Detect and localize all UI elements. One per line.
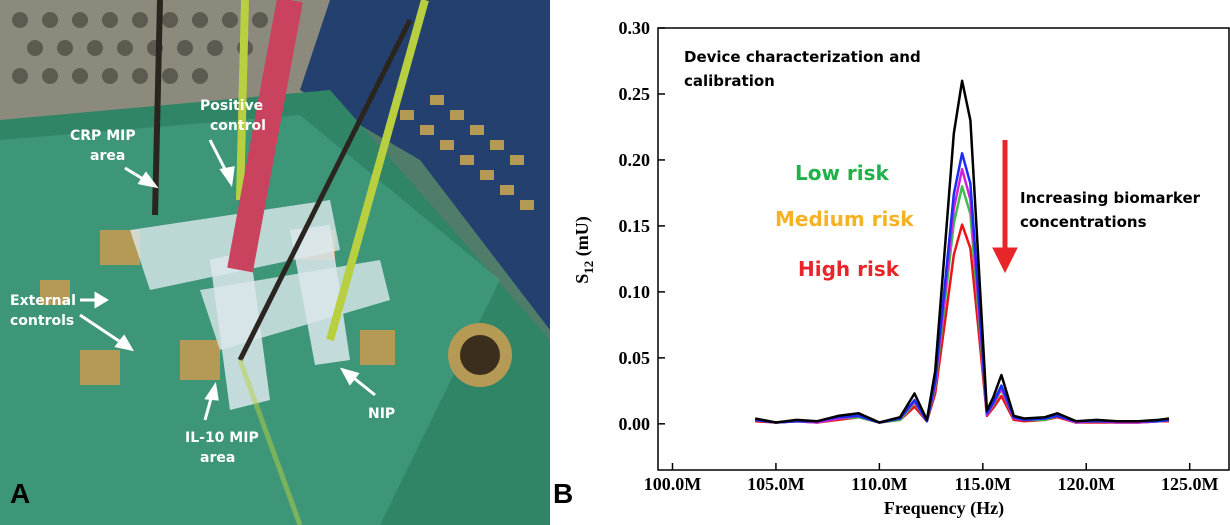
panel-label: B	[553, 478, 573, 509]
y-tick-label: 0.05	[619, 348, 651, 368]
annotation-line: calibration	[684, 72, 775, 90]
panel-label: A	[10, 478, 30, 509]
trend-arrow	[993, 140, 1017, 272]
label-line: External	[10, 293, 76, 309]
series-line	[755, 81, 1169, 423]
x-tick-label: 125.0M	[1161, 474, 1219, 494]
x-tick-label: 100.0M	[644, 474, 702, 494]
series-line	[755, 225, 1169, 423]
y-label-rest: (mU)	[572, 216, 593, 260]
annotation-line: concentrations	[1020, 213, 1147, 231]
y-label-main: S	[572, 274, 592, 284]
plot-frame	[658, 28, 1229, 470]
x-axis-label: Frequency (Hz)	[884, 498, 1004, 519]
label-line: Positive	[200, 98, 263, 114]
annotation: Device characterization and calibration	[684, 48, 921, 90]
y-label-sub: 12	[581, 261, 596, 274]
x-tick-label: 115.0M	[955, 474, 1012, 494]
annotation-line: Device characterization and	[684, 48, 921, 66]
annotation: Medium risk	[775, 207, 914, 231]
x-tick-label: 120.0M	[1058, 474, 1116, 494]
x-tick-label: 110.0M	[851, 474, 908, 494]
annotation: Increasing biomarker concentrations	[1020, 189, 1201, 231]
y-tick-label: 0.00	[619, 414, 651, 434]
annotation-line: Increasing biomarker	[1020, 189, 1201, 207]
y-tick-label: 0.25	[619, 84, 651, 104]
annotation-line: Medium risk	[775, 207, 914, 231]
label-line: IL-10 MIP	[185, 430, 259, 446]
label-line: control	[210, 118, 266, 134]
x-tick-label: 105.0M	[747, 474, 805, 494]
y-axis-label: S12 (mU)	[572, 216, 596, 284]
y-tick-label: 0.10	[619, 282, 651, 302]
label-line: NIP	[368, 406, 395, 422]
annotation-line: Low risk	[795, 161, 890, 185]
annotation-line: High risk	[798, 257, 900, 281]
label-line: area	[90, 148, 125, 164]
label-line: CRP MIP	[70, 128, 136, 144]
figure: Positive control CRP MIP area External cont…	[0, 0, 1230, 525]
y-tick-label: 0.30	[619, 18, 651, 38]
y-tick-label: 0.20	[619, 150, 651, 170]
y-tick-label: 0.15	[619, 216, 651, 236]
photo: Positive control CRP MIP area External cont…	[0, 0, 550, 525]
label-line: area	[200, 450, 235, 466]
photo-label: NIP	[368, 406, 395, 422]
label-line: controls	[10, 313, 74, 329]
annotation: High risk	[798, 257, 900, 281]
annotation: Low risk	[795, 161, 890, 185]
